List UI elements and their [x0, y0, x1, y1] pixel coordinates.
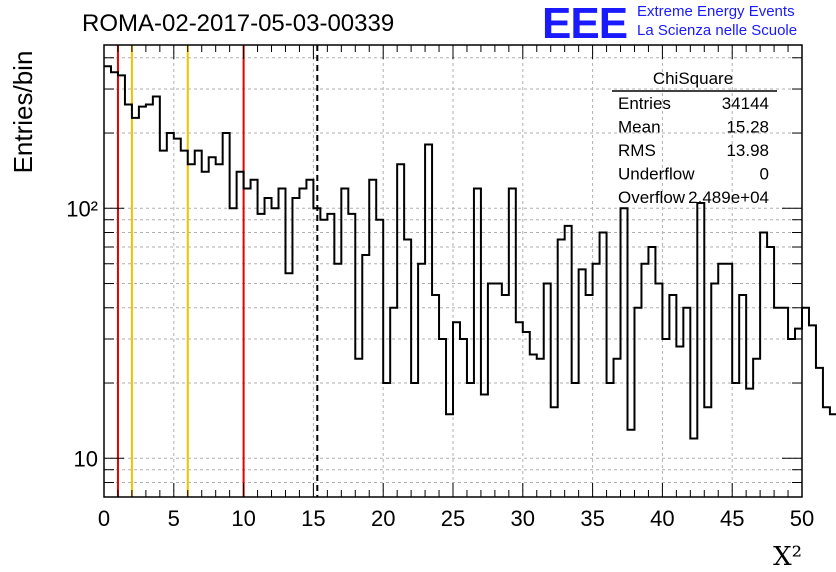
logo-subtitle: Extreme Energy Events La Scienza nelle S…	[637, 2, 797, 40]
stats-label: Entries	[618, 94, 671, 113]
stats-value: 15.28	[726, 118, 769, 137]
y-tick-label: 10	[74, 446, 98, 471]
y-axis-label: Entries/bin	[8, 51, 38, 174]
stats-label: Mean	[618, 118, 661, 137]
x-tick-label: 25	[441, 506, 465, 531]
x-tick-label: 50	[790, 506, 814, 531]
stats-value: 34144	[722, 94, 769, 113]
stats-label: Underflow	[618, 165, 695, 184]
x-tick-label: 10	[231, 506, 255, 531]
y-tick-label: 10²	[66, 196, 98, 221]
axis-ticks	[103, 45, 803, 497]
histogram-line	[104, 65, 836, 440]
x-tick-label: 35	[580, 506, 604, 531]
x-tick-label: 5	[168, 506, 180, 531]
eee-logo: EEE	[542, 0, 628, 48]
logo-line-2: La Scienza nelle Scuole	[637, 22, 798, 39]
logo-line-1: Extreme Energy Events	[637, 3, 795, 20]
stats-value: 0	[760, 165, 769, 184]
x-tick-label: 30	[511, 506, 535, 531]
stats-label: Overflow	[618, 188, 686, 207]
tick-labels: 0 5 10 15 20 25 30 35 40 45 50 10 10²	[66, 196, 814, 531]
x-tick-label: 20	[371, 506, 395, 531]
stats-title: ChiSquare	[653, 69, 733, 88]
stats-value: 13.98	[726, 141, 769, 160]
x-tick-label: 0	[98, 506, 110, 531]
stats-label: RMS	[618, 141, 656, 160]
chart-title: ROMA-02-2017-05-03-00339	[82, 10, 395, 37]
x-tick-label: 45	[720, 506, 744, 531]
reference-lines	[116, 45, 319, 497]
x-tick-label: 40	[650, 506, 674, 531]
x-axis-label: X²	[773, 542, 802, 572]
x-tick-label: 15	[301, 506, 325, 531]
stats-box: ChiSquare Entries 34144 Mean 15.28 RMS 13.98 Un…	[612, 69, 777, 207]
stats-value: 2.489e+04	[688, 188, 769, 207]
